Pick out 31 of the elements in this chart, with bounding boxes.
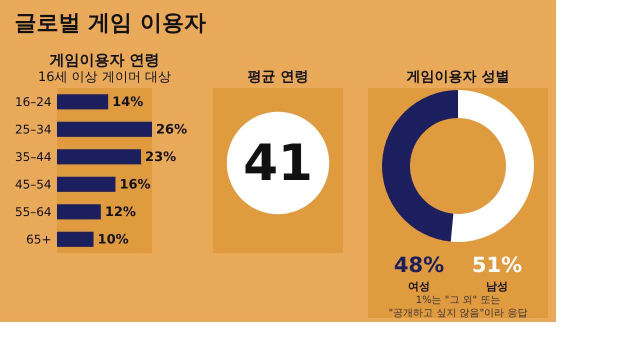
bar [57,204,101,220]
data-label: 51% [472,253,522,277]
y-tick-label: 16–24 [14,94,52,109]
y-tick-label: 45–54 [14,177,52,192]
data-label: 10% [98,232,129,248]
bar [57,232,94,247]
donut-slice [382,90,458,242]
text: 41 [243,134,313,192]
slice-label: 여성 [408,280,430,293]
bar [57,94,108,110]
y-tick-label: 35–44 [14,150,52,164]
chart-subtitle: 16세 이상 게이머 대상 [38,70,171,85]
slice-label: 남성 [486,280,508,293]
text: 1%는 "그 외" 또는 "공개하고 싶지 않음"이라 응답 [388,295,528,319]
data-label: 48% [394,253,444,277]
data-label: 14% [112,94,144,110]
data-label: 12% [104,204,136,220]
data-label: 23% [145,150,176,165]
y-tick-label: 25–34 [14,122,52,136]
chart-title: 게임이용자 연령 [49,51,160,69]
y-tick-label: 55–64 [14,204,52,219]
y-tick-label: 65+ [26,232,52,246]
bar [57,122,152,137]
bar [57,149,142,164]
bar [57,176,116,192]
chart-title: 게임이용자 성별 [406,69,510,85]
data-label: 16% [119,177,151,192]
text: 글로벌 게임 이용자 [14,11,206,36]
donut-slice [450,90,534,242]
text: 평균 연령 [248,69,308,85]
data-label: 26% [156,122,188,138]
